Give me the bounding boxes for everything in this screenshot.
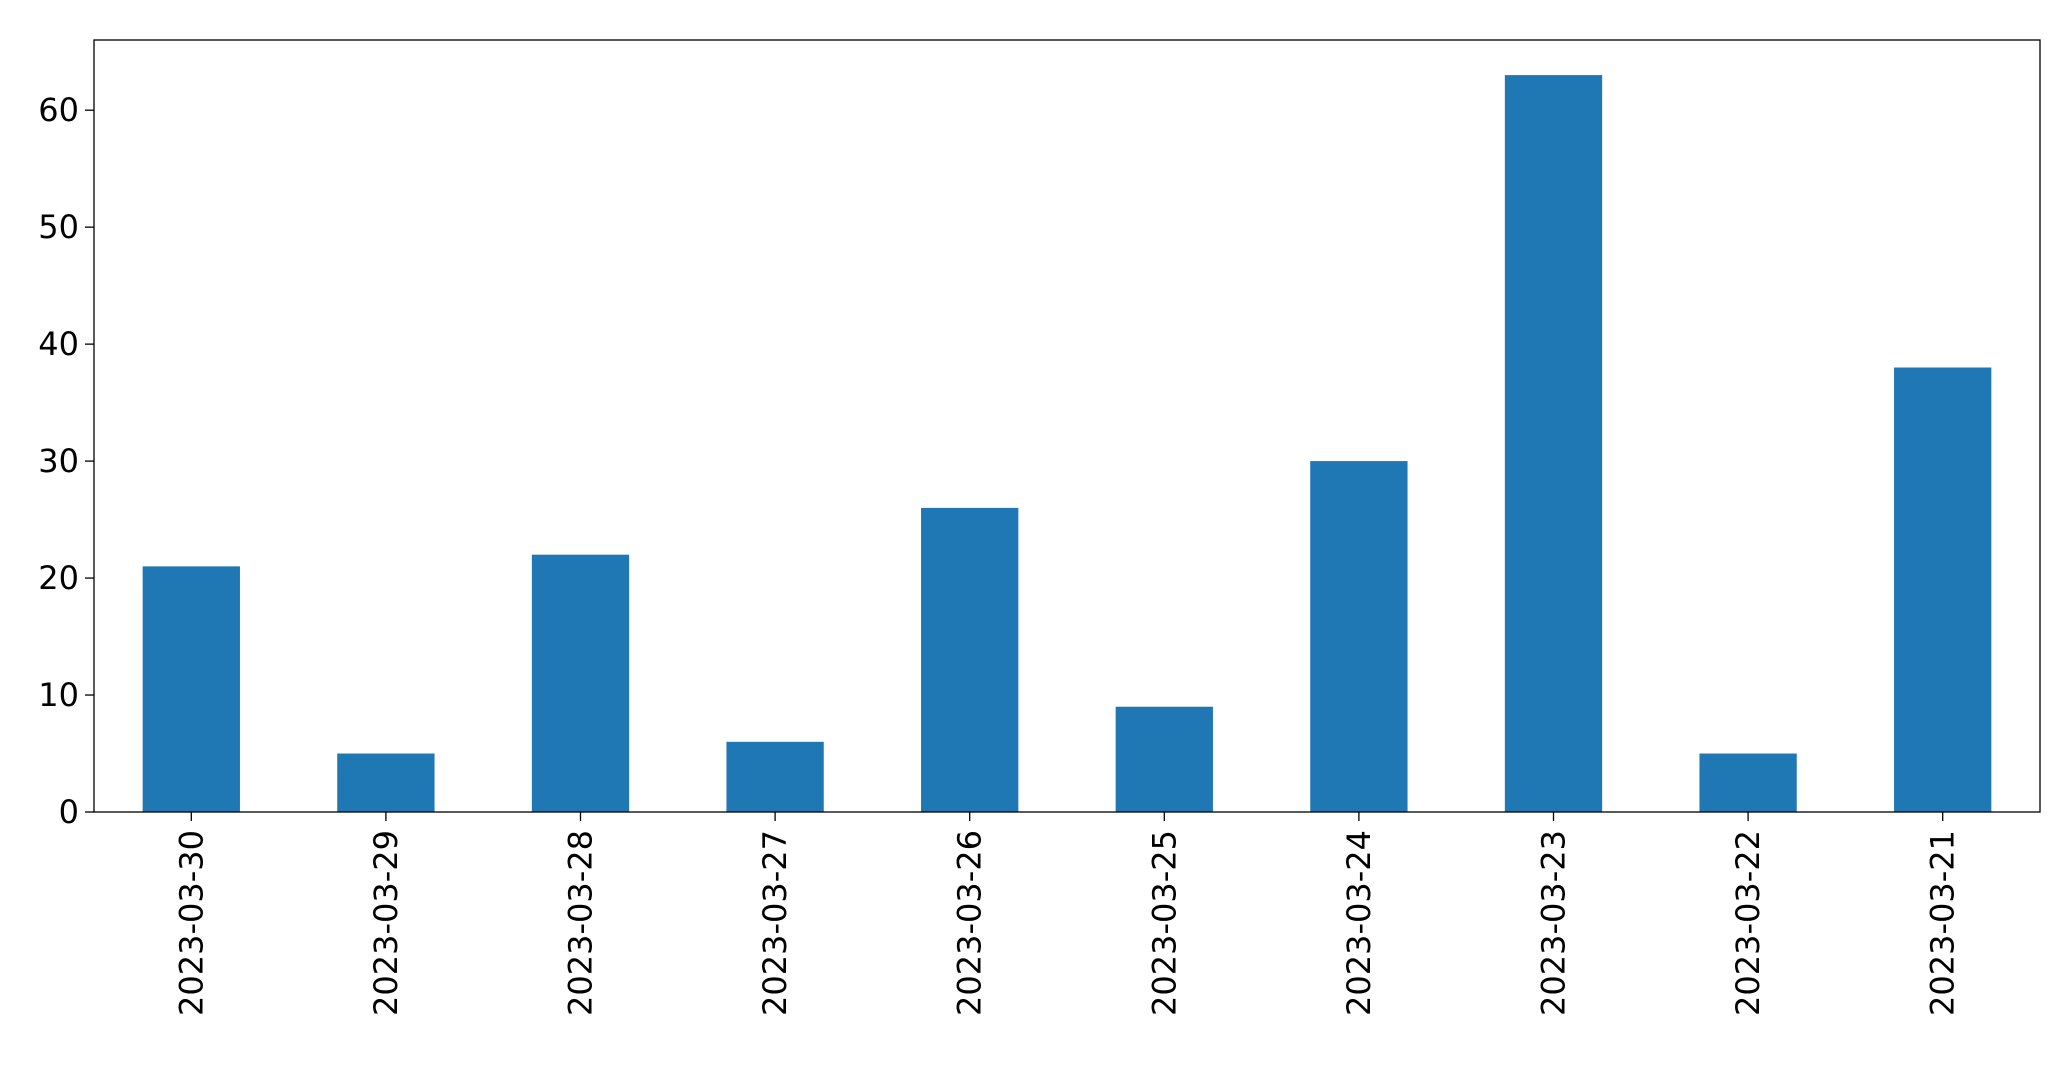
x-tick-label: 2023-03-26 [951,830,989,1016]
plot-frame [93,39,2041,813]
bar-2023-03-28 [531,554,630,812]
x-tick-label: 2023-03-25 [1145,830,1183,1016]
bar-2023-03-21 [1894,367,1992,812]
y-tick-label: 0 [59,793,79,831]
bar-2023-03-29 [337,753,435,812]
x-tick-label: 2023-03-23 [1535,830,1573,1016]
bar-2023-03-25 [1115,706,1213,812]
bar-2023-03-24 [1310,461,1408,812]
x-tick-label: 2023-03-27 [756,830,794,1016]
y-tick-label: 30 [38,442,79,480]
x-tick-label: 2023-03-21 [1924,830,1962,1016]
x-tick-label: 2023-03-22 [1729,830,1767,1016]
y-tick-label: 40 [38,325,79,363]
y-axis: 0 10 20 30 40 50 60 [38,91,94,831]
bars-layer [142,75,1992,812]
y-tick-label: 60 [38,91,79,129]
x-tick-label: 2023-03-29 [367,830,405,1016]
bar-2023-03-27 [726,741,824,812]
bar-2023-03-30 [142,566,240,812]
y-tick-label: 50 [38,208,79,246]
bar-2023-03-23 [1504,75,1603,812]
bar-2023-03-26 [921,507,1019,812]
x-tick-label: 2023-03-24 [1340,830,1378,1016]
x-axis: 2023-03-30 2023-03-29 2023-03-28 2023-03-27… [172,812,1962,1016]
y-tick-label: 10 [38,676,79,714]
y-tick-label: 20 [38,559,79,597]
x-tick-label: 2023-03-28 [562,830,600,1016]
bar-2023-03-22 [1699,753,1797,812]
x-tick-label: 2023-03-30 [172,830,210,1016]
